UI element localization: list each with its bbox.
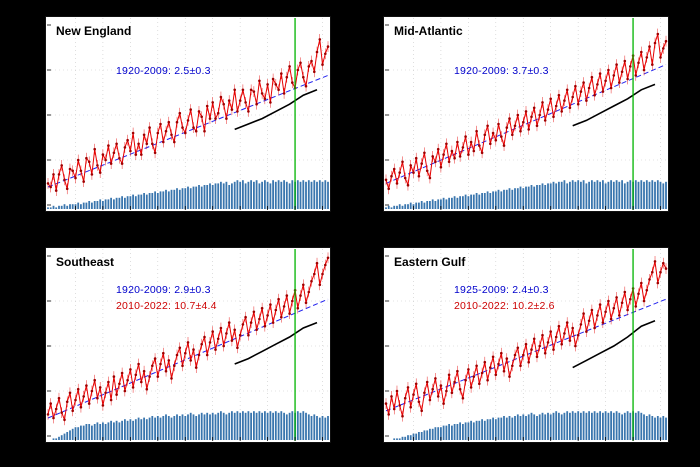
annotation-historic-rate: 1920-2009: 3.7±0.3	[454, 65, 549, 77]
data-point-markers	[46, 38, 330, 192]
smoothed-series-line	[234, 89, 318, 131]
gridlines	[47, 18, 329, 210]
data-point-markers	[384, 260, 668, 418]
axis-ticks	[385, 24, 661, 210]
trend-line	[47, 298, 329, 419]
gridlines	[385, 249, 667, 441]
chart-plot	[46, 249, 330, 441]
chart-title: Southeast	[56, 255, 115, 269]
station-count-bars	[393, 411, 667, 440]
error-bars	[47, 34, 329, 196]
station-count-bars	[47, 180, 329, 209]
chart-plot	[46, 18, 330, 210]
smoothed-series-line	[234, 321, 318, 365]
chart-title: Eastern Gulf	[394, 255, 466, 269]
data-point-markers	[384, 32, 668, 191]
chart-title: New England	[56, 24, 132, 38]
chart-panel-southeast: Southeast 1920-2009: 2.9±0.3 2010-2022: …	[45, 247, 331, 443]
smoothed-series-line	[572, 83, 656, 127]
axis-ticks	[47, 24, 323, 210]
chart-panel-new-england: New England 1920-2009: 2.5±0.3	[45, 16, 331, 212]
axis-ticks	[385, 255, 661, 441]
trend-line	[385, 298, 667, 412]
axis-ticks	[47, 255, 323, 441]
annotation-recent-rate: 2010-2022: 10.2±2.6	[454, 300, 555, 312]
trend-line	[47, 74, 329, 188]
chart-panel-mid-atlantic: Mid-Atlantic 1920-2009: 3.7±0.3	[383, 16, 669, 212]
chart-panel-eastern-gulf: Eastern Gulf 1925-2009: 2.4±0.3 2010-202…	[383, 247, 669, 443]
annotation-historic-rate: 1925-2009: 2.4±0.3	[454, 284, 549, 296]
data-point-markers	[46, 256, 330, 422]
chart-plot	[384, 249, 668, 441]
chart-title: Mid-Atlantic	[394, 24, 463, 38]
annotation-recent-rate: 2010-2022: 10.7±4.4	[116, 300, 217, 312]
station-count-bars	[385, 180, 667, 209]
annotation-historic-rate: 1920-2009: 2.9±0.3	[116, 284, 211, 296]
smoothed-series-line	[572, 320, 656, 369]
chart-plot	[384, 18, 668, 210]
annotation-historic-rate: 1920-2009: 2.5±0.3	[116, 65, 211, 77]
trend-line	[385, 64, 667, 184]
station-count-bars	[52, 411, 329, 440]
